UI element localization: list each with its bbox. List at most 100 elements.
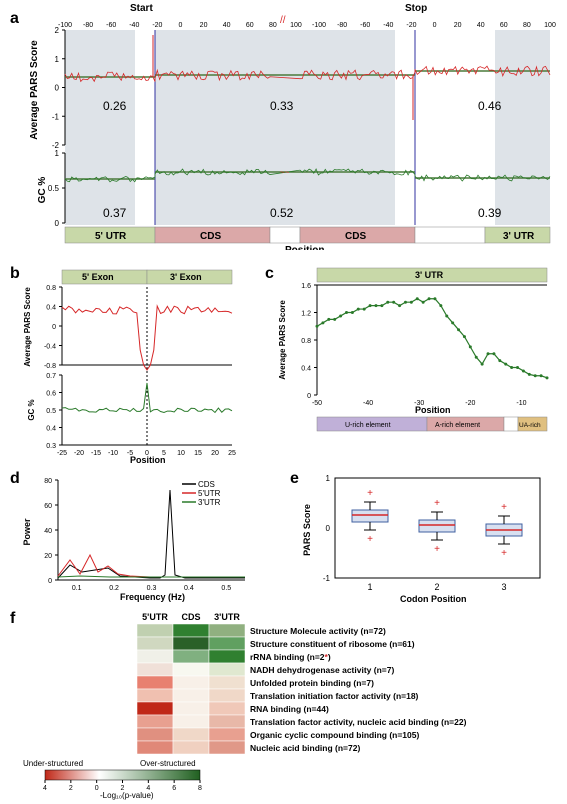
svg-text:80: 80 <box>44 478 52 485</box>
svg-text:6: 6 <box>172 785 176 792</box>
svg-text:2: 2 <box>434 582 439 592</box>
svg-text:1: 1 <box>367 582 372 592</box>
svg-text:3' UTR: 3' UTR <box>503 231 535 242</box>
svg-text:2: 2 <box>69 785 73 792</box>
svg-text:1: 1 <box>55 55 60 64</box>
panel-f-heatmap: 5'UTRCDS3'UTR Structure Molecule activit… <box>15 610 560 800</box>
svg-text:100: 100 <box>290 22 302 29</box>
svg-text:Nucleic acid binding (n=72): Nucleic acid binding (n=72) <box>250 743 360 753</box>
svg-text:5' UTR: 5' UTR <box>95 231 127 242</box>
svg-text:Under-structured: Under-structured <box>23 759 83 768</box>
svg-text:+: + <box>501 502 507 513</box>
svg-text:-20: -20 <box>465 400 475 407</box>
svg-text:-20: -20 <box>74 450 84 457</box>
panel-f: f 5'UTRCDS3'UTR Structure Molecule activ… <box>10 610 560 800</box>
svg-text:1: 1 <box>326 474 331 483</box>
svg-text:Codon Position: Codon Position <box>400 594 467 604</box>
panel-e-label: e <box>290 470 299 488</box>
svg-text:0.4: 0.4 <box>46 426 56 433</box>
panel-d-chart: 020406080 0.10.20.30.40.5 CDS 5'UTR 3'UT… <box>20 470 260 605</box>
svg-text:20: 20 <box>200 22 208 29</box>
svg-text:0.4: 0.4 <box>184 585 194 592</box>
svg-text:NADH dehydrogenase activity (n: NADH dehydrogenase activity (n=7) <box>250 665 394 675</box>
svg-text:GC %: GC % <box>27 399 36 420</box>
svg-text:0.5: 0.5 <box>46 408 56 415</box>
svg-text:0: 0 <box>48 578 52 585</box>
svg-text:0.39: 0.39 <box>478 206 502 220</box>
svg-text:0: 0 <box>55 84 60 93</box>
panel-d: d 020406080 0.10.20.30.40.5 CDS 5'UTR 3'… <box>10 470 260 605</box>
svg-text:-50: -50 <box>312 400 322 407</box>
svg-text://: // <box>280 15 286 26</box>
svg-text:CDS: CDS <box>181 612 200 622</box>
svg-text:Frequency (Hz): Frequency (Hz) <box>120 592 185 602</box>
svg-text:0.5: 0.5 <box>48 184 60 193</box>
svg-text:PARS Score: PARS Score <box>302 504 312 556</box>
svg-text:100: 100 <box>544 22 556 29</box>
svg-text:-100: -100 <box>312 22 326 29</box>
svg-text:0: 0 <box>326 524 331 533</box>
svg-text:Position: Position <box>415 405 451 415</box>
svg-text:Average PARS Score: Average PARS Score <box>278 300 287 380</box>
svg-text:Over-structured: Over-structured <box>140 759 196 768</box>
svg-text:-60: -60 <box>106 22 116 29</box>
panel-d-label: d <box>10 470 20 488</box>
panel-f-label: f <box>10 610 15 628</box>
svg-text:40: 40 <box>477 22 485 29</box>
svg-text:-100: -100 <box>58 22 72 29</box>
svg-text:3' Exon: 3' Exon <box>170 272 202 282</box>
svg-text:0.52: 0.52 <box>270 206 294 220</box>
svg-text:0.5: 0.5 <box>221 585 231 592</box>
svg-text:Average PARS Score: Average PARS Score <box>23 287 32 367</box>
svg-text:0: 0 <box>95 785 99 792</box>
panel-c: c 3' UTR 00.40.81.21.6 -50-40-30-20-10 A… <box>265 265 560 440</box>
svg-text:-25: -25 <box>57 450 67 457</box>
svg-text:-0.4: -0.4 <box>44 344 56 351</box>
svg-text:5' Exon: 5' Exon <box>82 272 114 282</box>
svg-text:-20: -20 <box>406 22 416 29</box>
svg-text:0.8: 0.8 <box>301 338 311 345</box>
svg-text:-10: -10 <box>108 450 118 457</box>
svg-text:-1: -1 <box>52 112 60 121</box>
svg-text:4: 4 <box>43 785 47 792</box>
svg-text:-15: -15 <box>91 450 101 457</box>
svg-text:Translation initiation factor: Translation initiation factor activity (… <box>250 691 419 701</box>
svg-text:1.6: 1.6 <box>301 283 311 290</box>
panel-e: e -101 1++2++3++ PARS Score Codon Positi… <box>290 470 550 605</box>
svg-text:5'UTR: 5'UTR <box>198 489 221 498</box>
svg-text:~~: ~~ <box>280 168 290 177</box>
svg-text:-40: -40 <box>383 22 393 29</box>
svg-text:1: 1 <box>55 149 60 158</box>
svg-text:0.37: 0.37 <box>103 206 127 220</box>
svg-text:3: 3 <box>501 582 506 592</box>
svg-text:0.26: 0.26 <box>103 99 127 113</box>
svg-text:0.4: 0.4 <box>301 366 311 373</box>
svg-text:0.4: 0.4 <box>46 305 56 312</box>
svg-text:1.2: 1.2 <box>301 311 311 318</box>
stop-label: Stop <box>405 3 427 14</box>
svg-text:Position: Position <box>130 455 166 465</box>
svg-text:-20: -20 <box>152 22 162 29</box>
svg-text:Power: Power <box>22 518 32 546</box>
svg-text:60: 60 <box>500 22 508 29</box>
panel-c-chart: 3' UTR 00.40.81.21.6 -50-40-30-20-10 Ave… <box>275 265 560 440</box>
svg-text:Position: Position <box>285 245 324 250</box>
svg-text:+: + <box>501 548 507 559</box>
svg-text:Structure Molecule activity (n: Structure Molecule activity (n=72) <box>250 626 386 636</box>
svg-text:20: 20 <box>211 450 219 457</box>
svg-text:0.8: 0.8 <box>46 285 56 292</box>
start-label: Start <box>130 3 153 14</box>
svg-text:CDS: CDS <box>345 231 366 242</box>
panel-b: b 5' Exon 3' Exon -0.8-0.400.40.8 Averag… <box>10 265 255 465</box>
panel-a-label: a <box>10 10 19 28</box>
svg-text:GC %: GC % <box>37 177 48 204</box>
svg-text:25: 25 <box>228 450 236 457</box>
svg-text:0.3: 0.3 <box>147 585 157 592</box>
svg-text:Average PARS Score: Average PARS Score <box>29 40 40 140</box>
svg-text:0.33: 0.33 <box>270 99 294 113</box>
svg-text:15: 15 <box>194 450 202 457</box>
svg-text:3' UTR: 3' UTR <box>415 270 444 280</box>
panel-a: a Start Stop -100-80-60-40-2002040608010… <box>10 5 560 250</box>
svg-text:0.3: 0.3 <box>46 443 56 450</box>
panel-b-chart: 5' Exon 3' Exon -0.8-0.400.40.8 Average … <box>20 265 255 465</box>
